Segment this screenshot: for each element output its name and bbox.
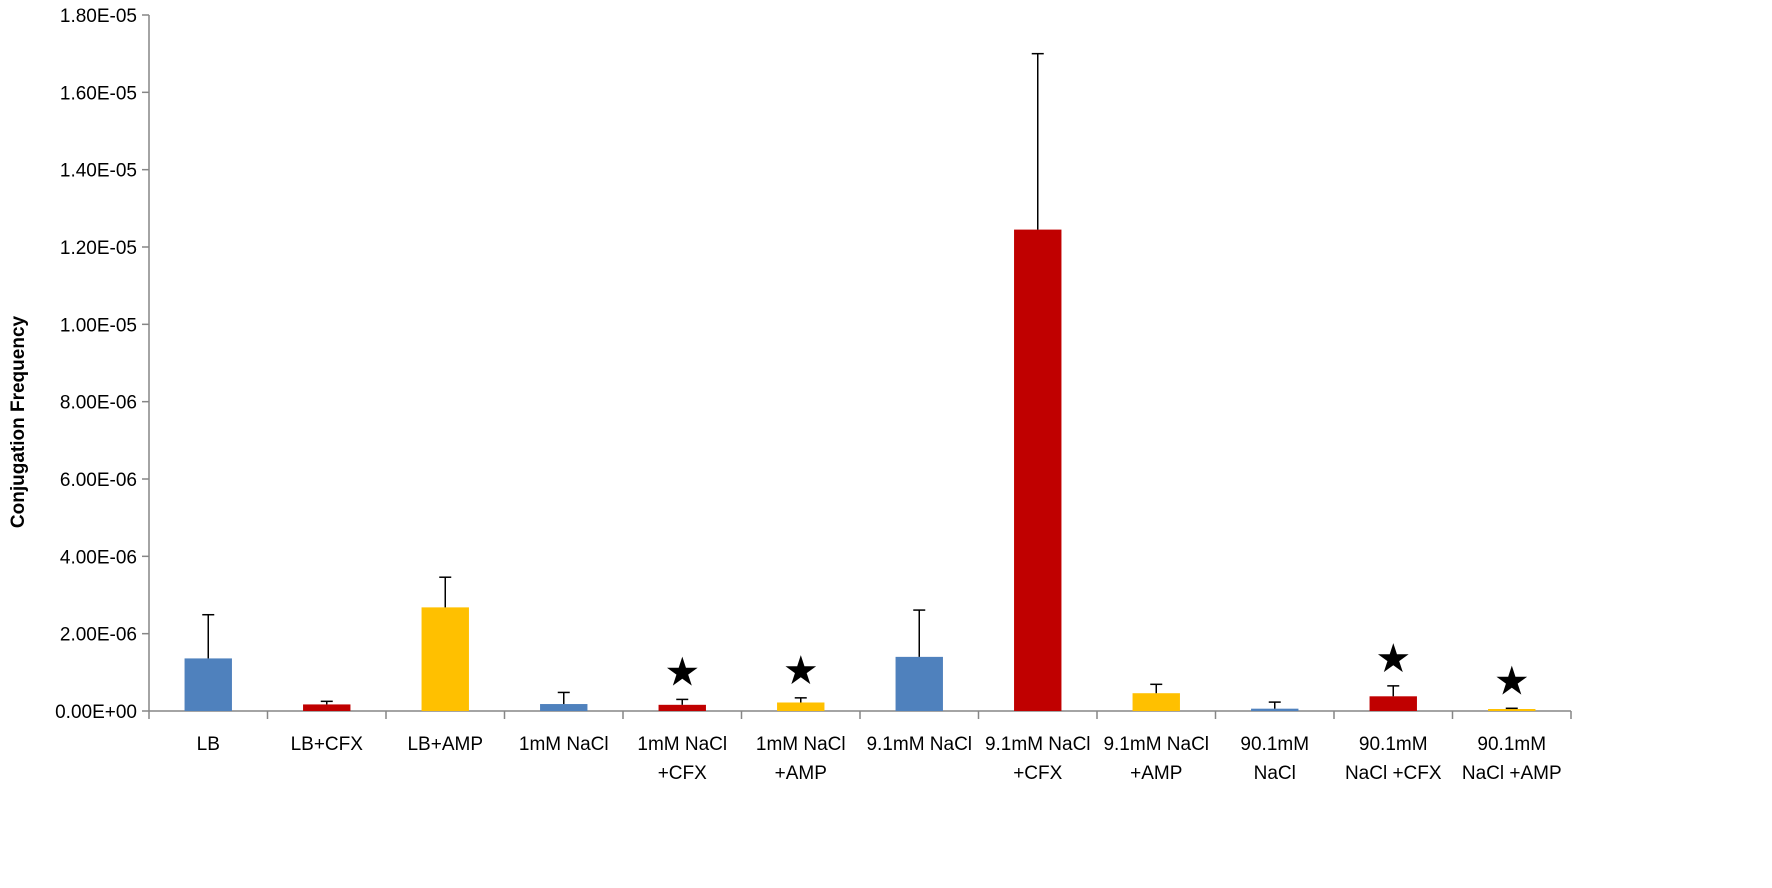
bar: [895, 656, 943, 711]
x-tick-label: LB: [197, 734, 220, 755]
x-tick-label: LB+CFX: [291, 734, 364, 755]
x-tick-label: +AMP: [775, 763, 827, 784]
y-tick-label: 1.60E-05: [60, 83, 137, 104]
y-axis-ticks: 0.00E+00 2.00E-06 4.00E-06 6.00E-06 8.00E-06…: [55, 6, 149, 723]
bar: [658, 704, 706, 711]
x-tick-label: +CFX: [1013, 763, 1062, 784]
bar: [1132, 693, 1180, 711]
bar: [540, 704, 588, 711]
x-tick-label: NaCl +AMP: [1462, 763, 1562, 784]
axes: [148, 15, 1572, 719]
x-tick-label: NaCl +CFX: [1345, 763, 1442, 784]
significance-star: ★: [783, 649, 819, 693]
bar: [184, 658, 232, 711]
y-axis-title-group: Conjugation Frequency: [8, 315, 29, 528]
y-tick-label: 1.40E-05: [60, 161, 137, 182]
bar: [421, 607, 469, 711]
bar: [303, 704, 351, 711]
y-tick-label: 6.00E-06: [60, 470, 137, 491]
y-axis-title: Conjugation Frequency: [8, 315, 29, 528]
x-tick-label: 90.1mM: [1477, 734, 1546, 755]
y-tick-label: 4.00E-06: [60, 547, 137, 568]
x-tick-label: +CFX: [658, 763, 707, 784]
x-tick-label: NaCl: [1254, 763, 1296, 784]
error-bars: [202, 52, 1518, 710]
x-tick-label: LB+AMP: [407, 734, 483, 755]
x-tick-label: 9.1mM NaCl: [985, 734, 1091, 755]
x-tick-label: 90.1mM: [1240, 734, 1309, 755]
x-tick-label: 1mM NaCl: [519, 734, 609, 755]
x-tick-label: 1mM NaCl: [756, 734, 846, 755]
significance-star: ★: [664, 650, 700, 694]
x-tick-label: 1mM NaCl: [637, 734, 727, 755]
bar: [1014, 229, 1062, 711]
bars: [184, 229, 1536, 711]
y-tick-label: 2.00E-06: [60, 625, 137, 646]
significance-star: ★: [1494, 659, 1530, 703]
y-tick-label: 1.20E-05: [60, 238, 137, 259]
x-tick-label: 9.1mM NaCl: [866, 734, 972, 755]
x-tick-label: +AMP: [1130, 763, 1182, 784]
bar: [1369, 696, 1417, 711]
x-axis-labels: LB LB+CFX LB+AMP 1mM NaCl 1mM NaCl +CFX 1mM Na…: [197, 734, 1562, 784]
significance-markers: ★ ★ ★ ★: [664, 637, 1529, 703]
x-tick-label: 90.1mM: [1359, 734, 1428, 755]
x-tick-label: 9.1mM NaCl: [1103, 734, 1209, 755]
y-tick-label: 0.00E+00: [55, 702, 137, 723]
bar: [1251, 708, 1299, 711]
significance-star: ★: [1375, 637, 1411, 681]
y-tick-label: 1.00E-05: [60, 315, 137, 336]
y-tick-label: 8.00E-06: [60, 393, 137, 414]
bar: [777, 702, 825, 711]
bar: [1488, 709, 1536, 711]
y-tick-label: 1.80E-05: [60, 6, 137, 27]
